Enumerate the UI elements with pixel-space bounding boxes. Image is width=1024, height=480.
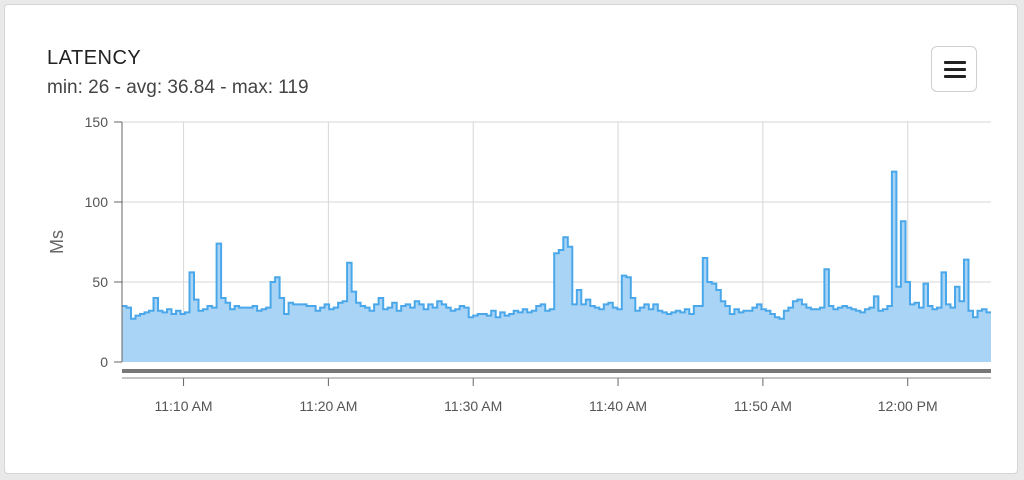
- x-tick-label: 11:10 AM: [154, 398, 212, 414]
- latency-area-fill: [122, 171, 991, 362]
- hamburger-menu-icon-bar: [944, 68, 966, 71]
- y-axis-label: Ms: [47, 230, 67, 254]
- x-tick-label: 12:00 PM: [878, 398, 938, 414]
- chart-menu-button[interactable]: [931, 46, 977, 92]
- x-tick-label: 11:50 AM: [734, 398, 792, 414]
- latency-card: LATENCY min: 26 - avg: 36.84 - max: 119: [4, 4, 1018, 474]
- hamburger-menu-icon: [944, 61, 966, 64]
- latency-line: [122, 170, 991, 320]
- y-tick-label: 0: [100, 354, 108, 370]
- y-tick-label: 100: [85, 194, 109, 210]
- x-tick-label: 11:30 AM: [444, 398, 502, 414]
- y-tick-label: 150: [85, 114, 109, 130]
- y-tick-label: 50: [92, 274, 108, 290]
- chart-title: LATENCY: [47, 47, 142, 69]
- chart-stats-subtitle: min: 26 - avg: 36.84 - max: 119: [47, 77, 309, 98]
- latency-series: [122, 170, 991, 362]
- axes: 0 50 100 150 11:10 AM 11:20 AM 11:30 AM 11:40 A…: [85, 114, 991, 414]
- x-tick-label: 11:40 AM: [589, 398, 647, 414]
- x-tick-label: 11:20 AM: [299, 398, 357, 414]
- hamburger-menu-icon-bar: [944, 75, 966, 78]
